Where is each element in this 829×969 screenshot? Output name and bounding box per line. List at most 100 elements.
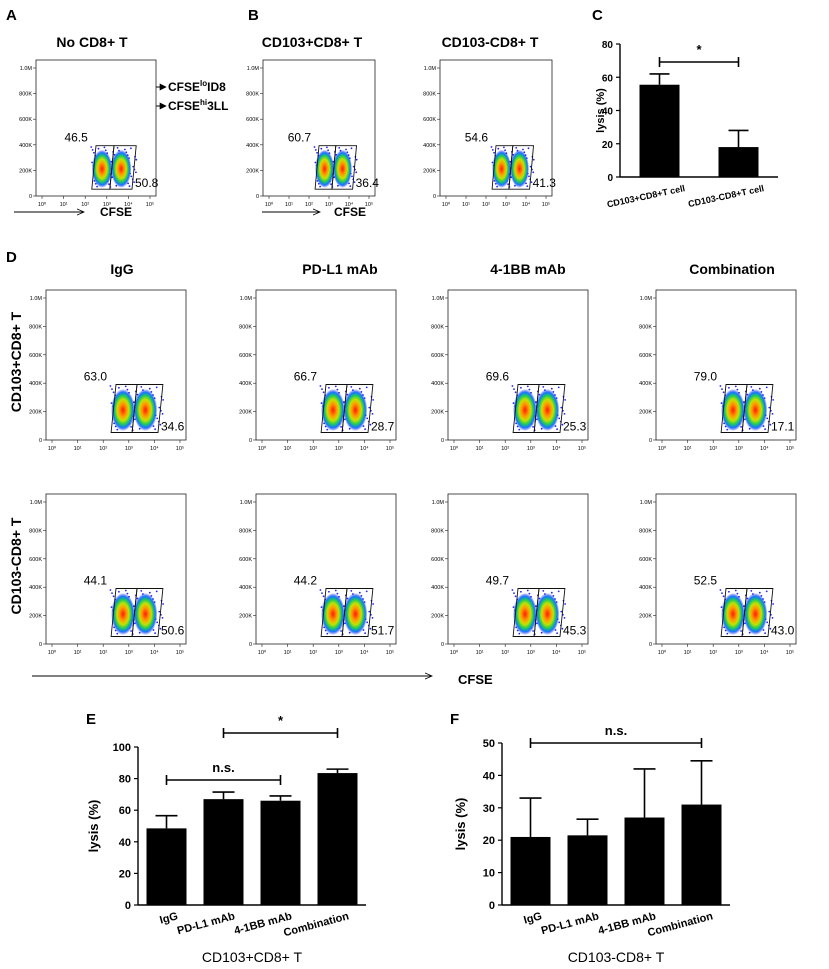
y-tick-label: 600K xyxy=(239,353,252,359)
event-dot xyxy=(527,147,530,150)
gate-cfse-hi xyxy=(533,588,566,637)
y-tick-label: 0 xyxy=(39,438,42,444)
event-dot xyxy=(740,426,742,428)
gate-value-left: 52.5 xyxy=(694,574,718,588)
y-tick-label: 0 xyxy=(249,438,252,444)
x-tick-label: 10⁴ xyxy=(360,445,369,452)
event-dot xyxy=(726,428,729,431)
event-dot xyxy=(364,428,366,431)
event-dot xyxy=(769,627,772,630)
gate-cfse-hi xyxy=(109,145,137,190)
event-dot xyxy=(355,158,358,161)
y-tick-label: 1.0M xyxy=(30,296,43,302)
y-tick-label: 400K xyxy=(423,143,436,149)
event-dot xyxy=(126,592,129,595)
significance-label: * xyxy=(696,42,702,57)
category-label: CD103+CD8+T cell xyxy=(606,183,686,209)
event-dot xyxy=(768,610,771,613)
significance-label: n.s. xyxy=(605,723,627,738)
event-dot xyxy=(513,388,515,390)
panel-label-f: F xyxy=(450,711,459,728)
gate-value-left: 63.0 xyxy=(84,370,108,384)
x-tick-label: 10⁴ xyxy=(760,445,769,452)
gate-cfse-hi xyxy=(131,588,164,637)
event-dot xyxy=(491,149,494,151)
event-dot xyxy=(365,386,368,389)
population-left xyxy=(721,593,745,635)
x-tick-label: 10³ xyxy=(125,446,133,452)
bar xyxy=(203,799,244,905)
event-dot xyxy=(556,632,558,635)
event-dot xyxy=(148,387,151,390)
event-dot xyxy=(768,406,771,409)
event-dot xyxy=(124,589,127,592)
event-dot xyxy=(542,590,545,592)
event-dot xyxy=(515,147,518,149)
population-left xyxy=(91,149,113,188)
event-dot xyxy=(561,423,564,426)
x-tick-label: 10¹ xyxy=(684,446,692,452)
y-tick-label: 40 xyxy=(483,770,495,782)
panel-label-d: D xyxy=(6,249,17,266)
x-tick-label: 10⁰ xyxy=(48,649,57,656)
event-dot xyxy=(322,595,325,598)
event-dot xyxy=(372,603,374,605)
y-tick-label: 0 xyxy=(649,438,652,444)
y-tick-label: 400K xyxy=(431,381,444,387)
flow-plot-a: 0 200K 400K 600K 800K 1.0M 10⁰ 10¹ 10² 10³ 10⁴ 10⁵ 4… xyxy=(19,59,159,208)
bar xyxy=(317,773,358,905)
category-label: Combination xyxy=(646,910,714,939)
event-dot xyxy=(532,171,535,174)
y-tick-label: 1.0M xyxy=(240,500,253,506)
flow-plot-b-cd103neg: 0 200K 400K 600K 800K 1.0M 10⁰ 10¹ 10² 10³ 10⁴ 10⁵ 5… xyxy=(423,59,556,208)
event-dot xyxy=(557,590,560,593)
event-dot xyxy=(726,632,729,635)
event-dot xyxy=(511,589,514,591)
panel-d-col-title-igg: IgG xyxy=(110,261,133,277)
x-tick-label: 10² xyxy=(501,446,509,452)
event-dot xyxy=(736,388,739,391)
x-tick-label: 10³ xyxy=(125,650,133,656)
event-dot xyxy=(765,386,768,389)
gate-value-left: 69.6 xyxy=(486,370,510,384)
panel-a-annotation: CFSEloID8 CFSEhi3LL xyxy=(87,79,228,143)
event-dot xyxy=(154,632,157,635)
x-tick-label: 10⁰ xyxy=(658,445,667,452)
cfse-hi-label: CFSEhi3LL xyxy=(168,98,228,113)
event-dot xyxy=(161,617,164,619)
population-right xyxy=(133,389,158,431)
event-dot xyxy=(503,146,505,149)
event-dot xyxy=(364,632,366,635)
y-tick-label: 800K xyxy=(639,528,652,534)
bar xyxy=(681,804,722,905)
x-tick-label: 10⁵ xyxy=(386,445,394,452)
event-dot xyxy=(496,185,498,188)
event-dot xyxy=(518,632,521,635)
y-tick-label: 200K xyxy=(19,168,32,174)
event-dot xyxy=(162,603,165,605)
y-tick-label: 1.0M xyxy=(30,500,43,506)
bar xyxy=(639,84,680,177)
y-tick-label: 600K xyxy=(29,353,42,359)
event-dot xyxy=(353,181,356,184)
population-right xyxy=(343,593,368,635)
event-dot xyxy=(162,399,165,401)
event-dot xyxy=(740,630,742,632)
gate-cfse-hi xyxy=(341,384,374,433)
y-tick-label: 400K xyxy=(639,585,652,591)
x-tick-label: 10³ xyxy=(325,202,333,208)
population-left xyxy=(315,149,335,188)
event-dot xyxy=(111,592,113,594)
gate-value-left: 44.2 xyxy=(294,574,318,588)
event-dot xyxy=(161,413,164,415)
gate-cfse-hi xyxy=(331,145,358,190)
category-label: Combination xyxy=(282,910,350,939)
event-dot xyxy=(528,592,531,595)
event-dot xyxy=(493,151,495,154)
y-tick-label: 100 xyxy=(113,742,131,754)
y-tick-label: 800K xyxy=(29,324,42,330)
y-tick-label: 40 xyxy=(119,837,131,849)
gate-cfse-hi xyxy=(533,384,566,433)
